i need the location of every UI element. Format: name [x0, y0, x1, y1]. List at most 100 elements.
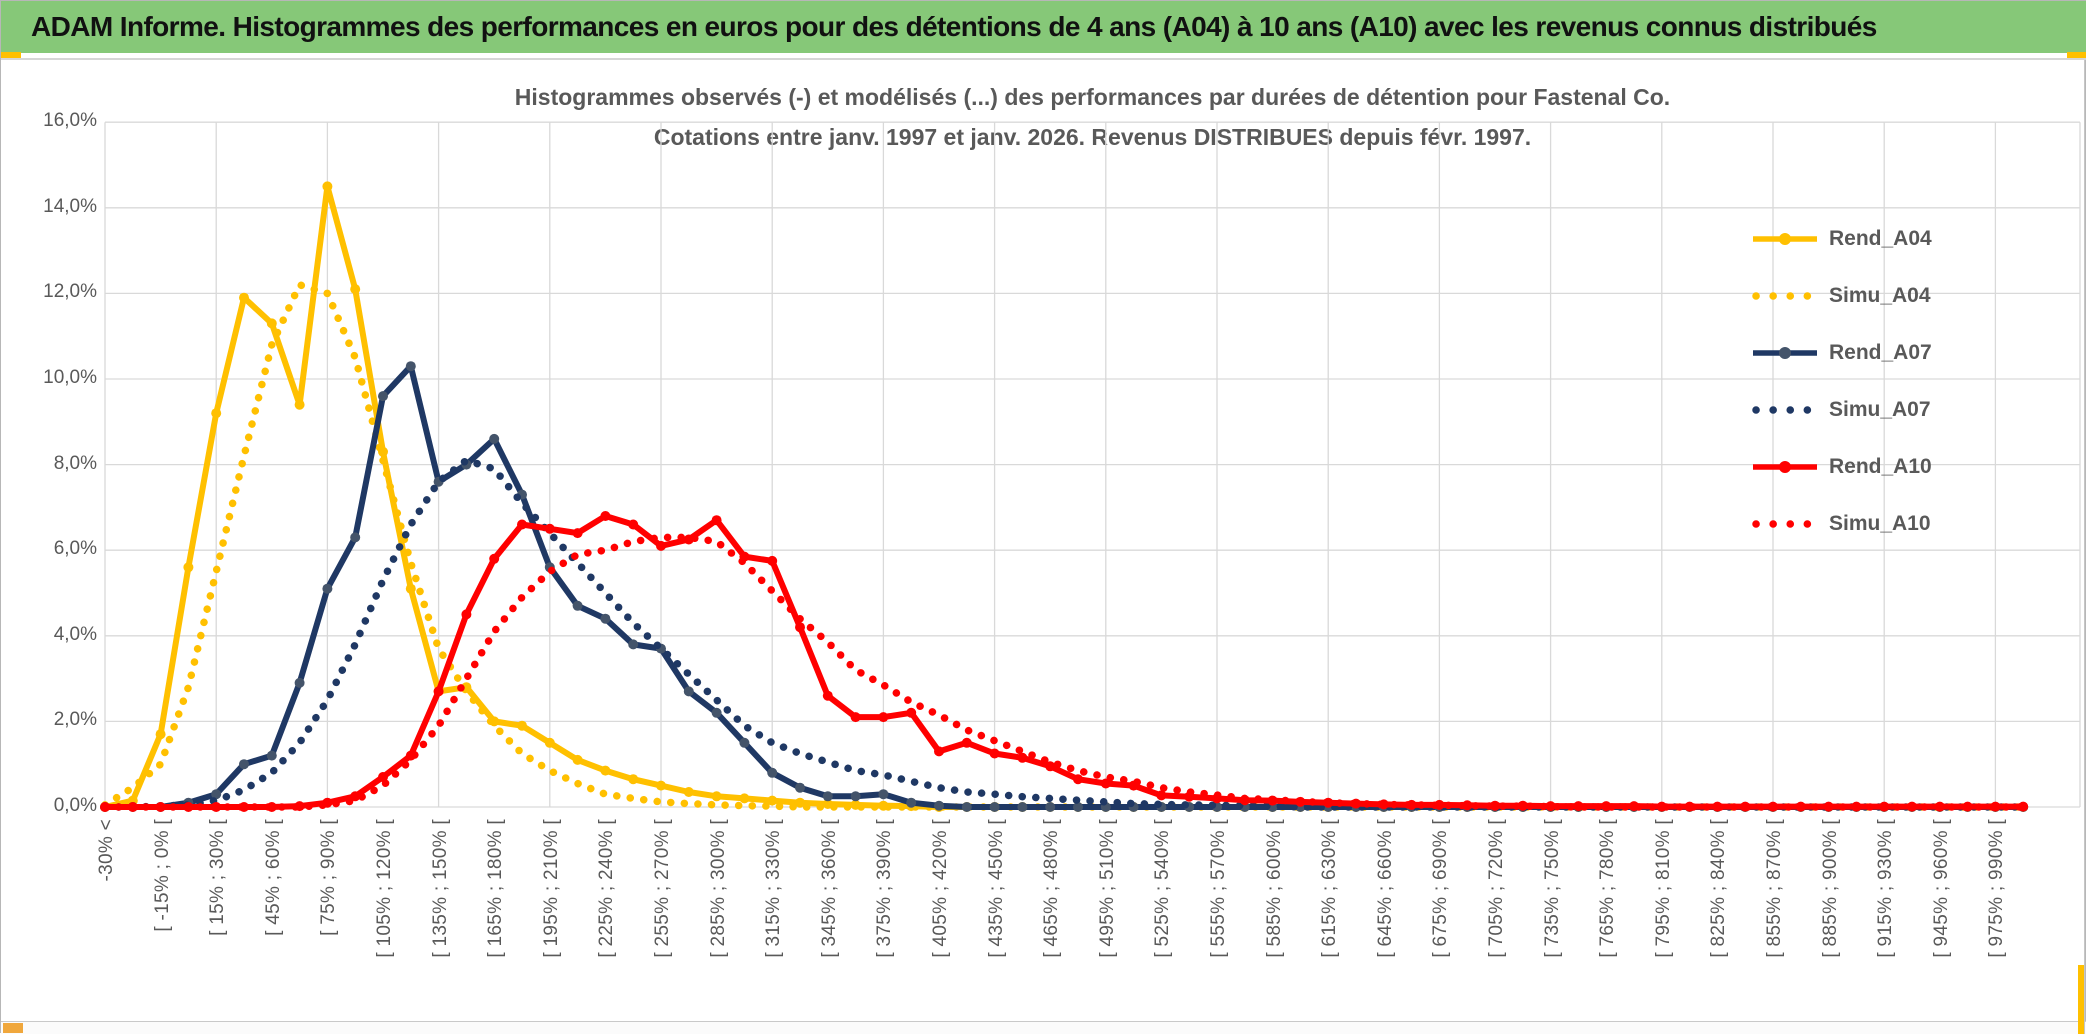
left-accent-dash	[1, 52, 21, 59]
legend-item-Simu_A04[interactable]: Simu_A04	[1751, 282, 1931, 310]
chart-title-line1: Histogrammes observés (-) et modélisés (…	[514, 84, 1671, 110]
x-tick-label: [ 465% ; 480% [	[1041, 819, 1063, 958]
legend-marker-solid	[1753, 233, 1817, 245]
series-marker-Rend_A07	[266, 750, 277, 761]
series-marker-Rend_A10	[1017, 752, 1028, 763]
series-marker-Rend_A10	[795, 622, 805, 633]
series-marker-Rend_A07	[711, 707, 722, 718]
series-marker-Rend_A07	[795, 782, 805, 793]
legend-marker-dotted	[1752, 406, 1819, 414]
legend-marker-solid	[1753, 461, 1817, 473]
x-tick-label: [ 885% ; 900% [	[1819, 819, 1841, 958]
x-tick-label: [ 555% ; 570% [	[1208, 819, 1229, 958]
series-marker-Rend_A04	[405, 583, 416, 594]
series-marker-Rend_A10	[1545, 801, 1556, 812]
series-marker-Rend_A10	[517, 519, 527, 530]
x-tick-label: [ 825% ; 840% [	[1708, 819, 1730, 958]
x-tick-label: [ 15% ; 30% [	[207, 819, 229, 936]
banner-separator	[1, 58, 2086, 60]
series-marker-Rend_A07	[600, 613, 611, 624]
series-marker-Rend_A10	[489, 553, 500, 564]
series-marker-Rend_A07	[211, 789, 222, 800]
series-marker-Rend_A04	[656, 780, 666, 791]
legend-item-Simu_A10[interactable]: Simu_A10	[1751, 510, 1931, 538]
x-tick-label: [ 795% ; 810% [	[1652, 819, 1674, 958]
horizontal-scrollbar[interactable]	[1, 1021, 2086, 1034]
series-marker-Rend_A04	[739, 793, 750, 804]
series-marker-Rend_A04	[600, 765, 611, 776]
series-marker-Rend_A10	[1517, 800, 1528, 811]
legend-label: Simu_A10	[1829, 512, 1931, 535]
series-marker-Rend_A10	[350, 791, 361, 802]
series-marker-Rend_A07	[572, 600, 583, 611]
scrollbar-thumb[interactable]	[3, 1023, 23, 1033]
x-tick-label: [ 615% ; 630% [	[1319, 819, 1341, 958]
series-marker-Rend_A07	[294, 677, 305, 688]
series-marker-Rend_A04	[266, 318, 277, 329]
series-marker-Rend_A10	[1045, 761, 1056, 772]
series-line-Simu_A10[interactable]	[101, 533, 2027, 811]
legend-item-Rend_A10[interactable]: Rend_A10	[1751, 453, 1932, 481]
x-tick-label: [ 765% ; 780% [	[1597, 819, 1619, 958]
x-tick-label: [ 135% ; 150% [	[429, 819, 451, 958]
x-tick-label: [ 675% ; 690% [	[1430, 819, 1452, 958]
legend-item-Simu_A07[interactable]: Simu_A07	[1751, 396, 1931, 424]
x-tick-label: [ 735% ; 750% [	[1541, 819, 1563, 958]
series-marker-Rend_A10	[961, 737, 972, 748]
x-tick-label: [ 255% ; 270% [	[652, 819, 673, 958]
series-marker-Rend_A10	[656, 540, 666, 551]
x-tick-label: [ 585% ; 600% [	[1263, 819, 1285, 958]
x-tick-label: [ 495% ; 510% [	[1096, 819, 1118, 958]
series-marker-Rend_A04	[211, 408, 222, 419]
y-tick-label: 8,0%	[53, 452, 97, 474]
series-marker-Rend_A07	[322, 583, 333, 594]
series-marker-Rend_A07	[961, 802, 972, 812]
y-tick-label: 16,0%	[43, 110, 97, 132]
series-marker-Rend_A04	[544, 737, 555, 748]
x-tick-label: [ 165% ; 180% [	[485, 819, 507, 958]
x-tick-label: [ 915% ; 930% [	[1875, 819, 1897, 958]
series-marker-Rend_A10	[711, 515, 722, 526]
series-marker-Rend_A10	[906, 707, 917, 718]
series-marker-Rend_A04	[350, 284, 361, 295]
legend-label: Rend_A07	[1829, 341, 1932, 364]
series-marker-Rend_A07	[822, 791, 833, 802]
x-tick-label: [ 705% ; 720% [	[1486, 819, 1507, 958]
series-marker-Rend_A07	[1017, 802, 1028, 812]
series-marker-Rend_A07	[989, 802, 1000, 812]
series-marker-Rend_A10	[628, 519, 639, 530]
series-marker-Rend_A10	[1490, 800, 1500, 811]
series-marker-Rend_A07	[405, 361, 416, 372]
x-tick-label: [ 75% ; 90% [	[318, 819, 340, 936]
x-tick-label: [ 225% ; 240% [	[596, 819, 618, 958]
legend-item-Rend_A07[interactable]: Rend_A07	[1751, 339, 1932, 367]
x-tick-label: [ 195% ; 210% [	[540, 819, 562, 958]
series-line-Simu_A04[interactable]	[101, 280, 2027, 811]
series-marker-Rend_A10	[433, 686, 444, 697]
series-line-Rend_A07[interactable]	[105, 363, 2024, 810]
series-marker-Rend_A10	[461, 609, 472, 620]
series-marker-Rend_A10	[767, 555, 778, 566]
series-marker-Rend_A04	[572, 754, 583, 765]
right-accent-dash	[2067, 52, 2086, 59]
series-marker-Rend_A10	[572, 528, 583, 539]
y-tick-label: 0,0%	[53, 795, 97, 816]
x-tick-label: [ 525% ; 540% [	[1152, 819, 1174, 958]
title-banner: ADAM Informe. Histogrammes des performan…	[1, 1, 2086, 53]
series-marker-Rend_A10	[934, 746, 944, 757]
series-marker-Rend_A07	[878, 789, 889, 800]
series-marker-Rend_A10	[600, 511, 611, 521]
y-tick-label: 14,0%	[43, 195, 97, 217]
series-marker-Rend_A10	[878, 712, 889, 723]
chart-title-line2: Cotations entre janv. 1997 et janv. 2026…	[653, 124, 1532, 150]
legend-marker-solid	[1753, 347, 1817, 359]
legend-marker-dotted	[1752, 520, 1819, 528]
x-tick-label: [ 975% ; 990% [	[1986, 819, 2008, 958]
series-marker-Rend_A04	[239, 292, 249, 303]
x-tick-label: [ 285% ; 300% [	[707, 819, 729, 958]
series-marker-Rend_A07	[1045, 802, 1056, 812]
legend-item-Rend_A04[interactable]: Rend_A04	[1751, 225, 1932, 253]
x-tick-label: [ 945% ; 960% [	[1930, 819, 1952, 958]
series-marker-Rend_A04	[683, 787, 694, 797]
